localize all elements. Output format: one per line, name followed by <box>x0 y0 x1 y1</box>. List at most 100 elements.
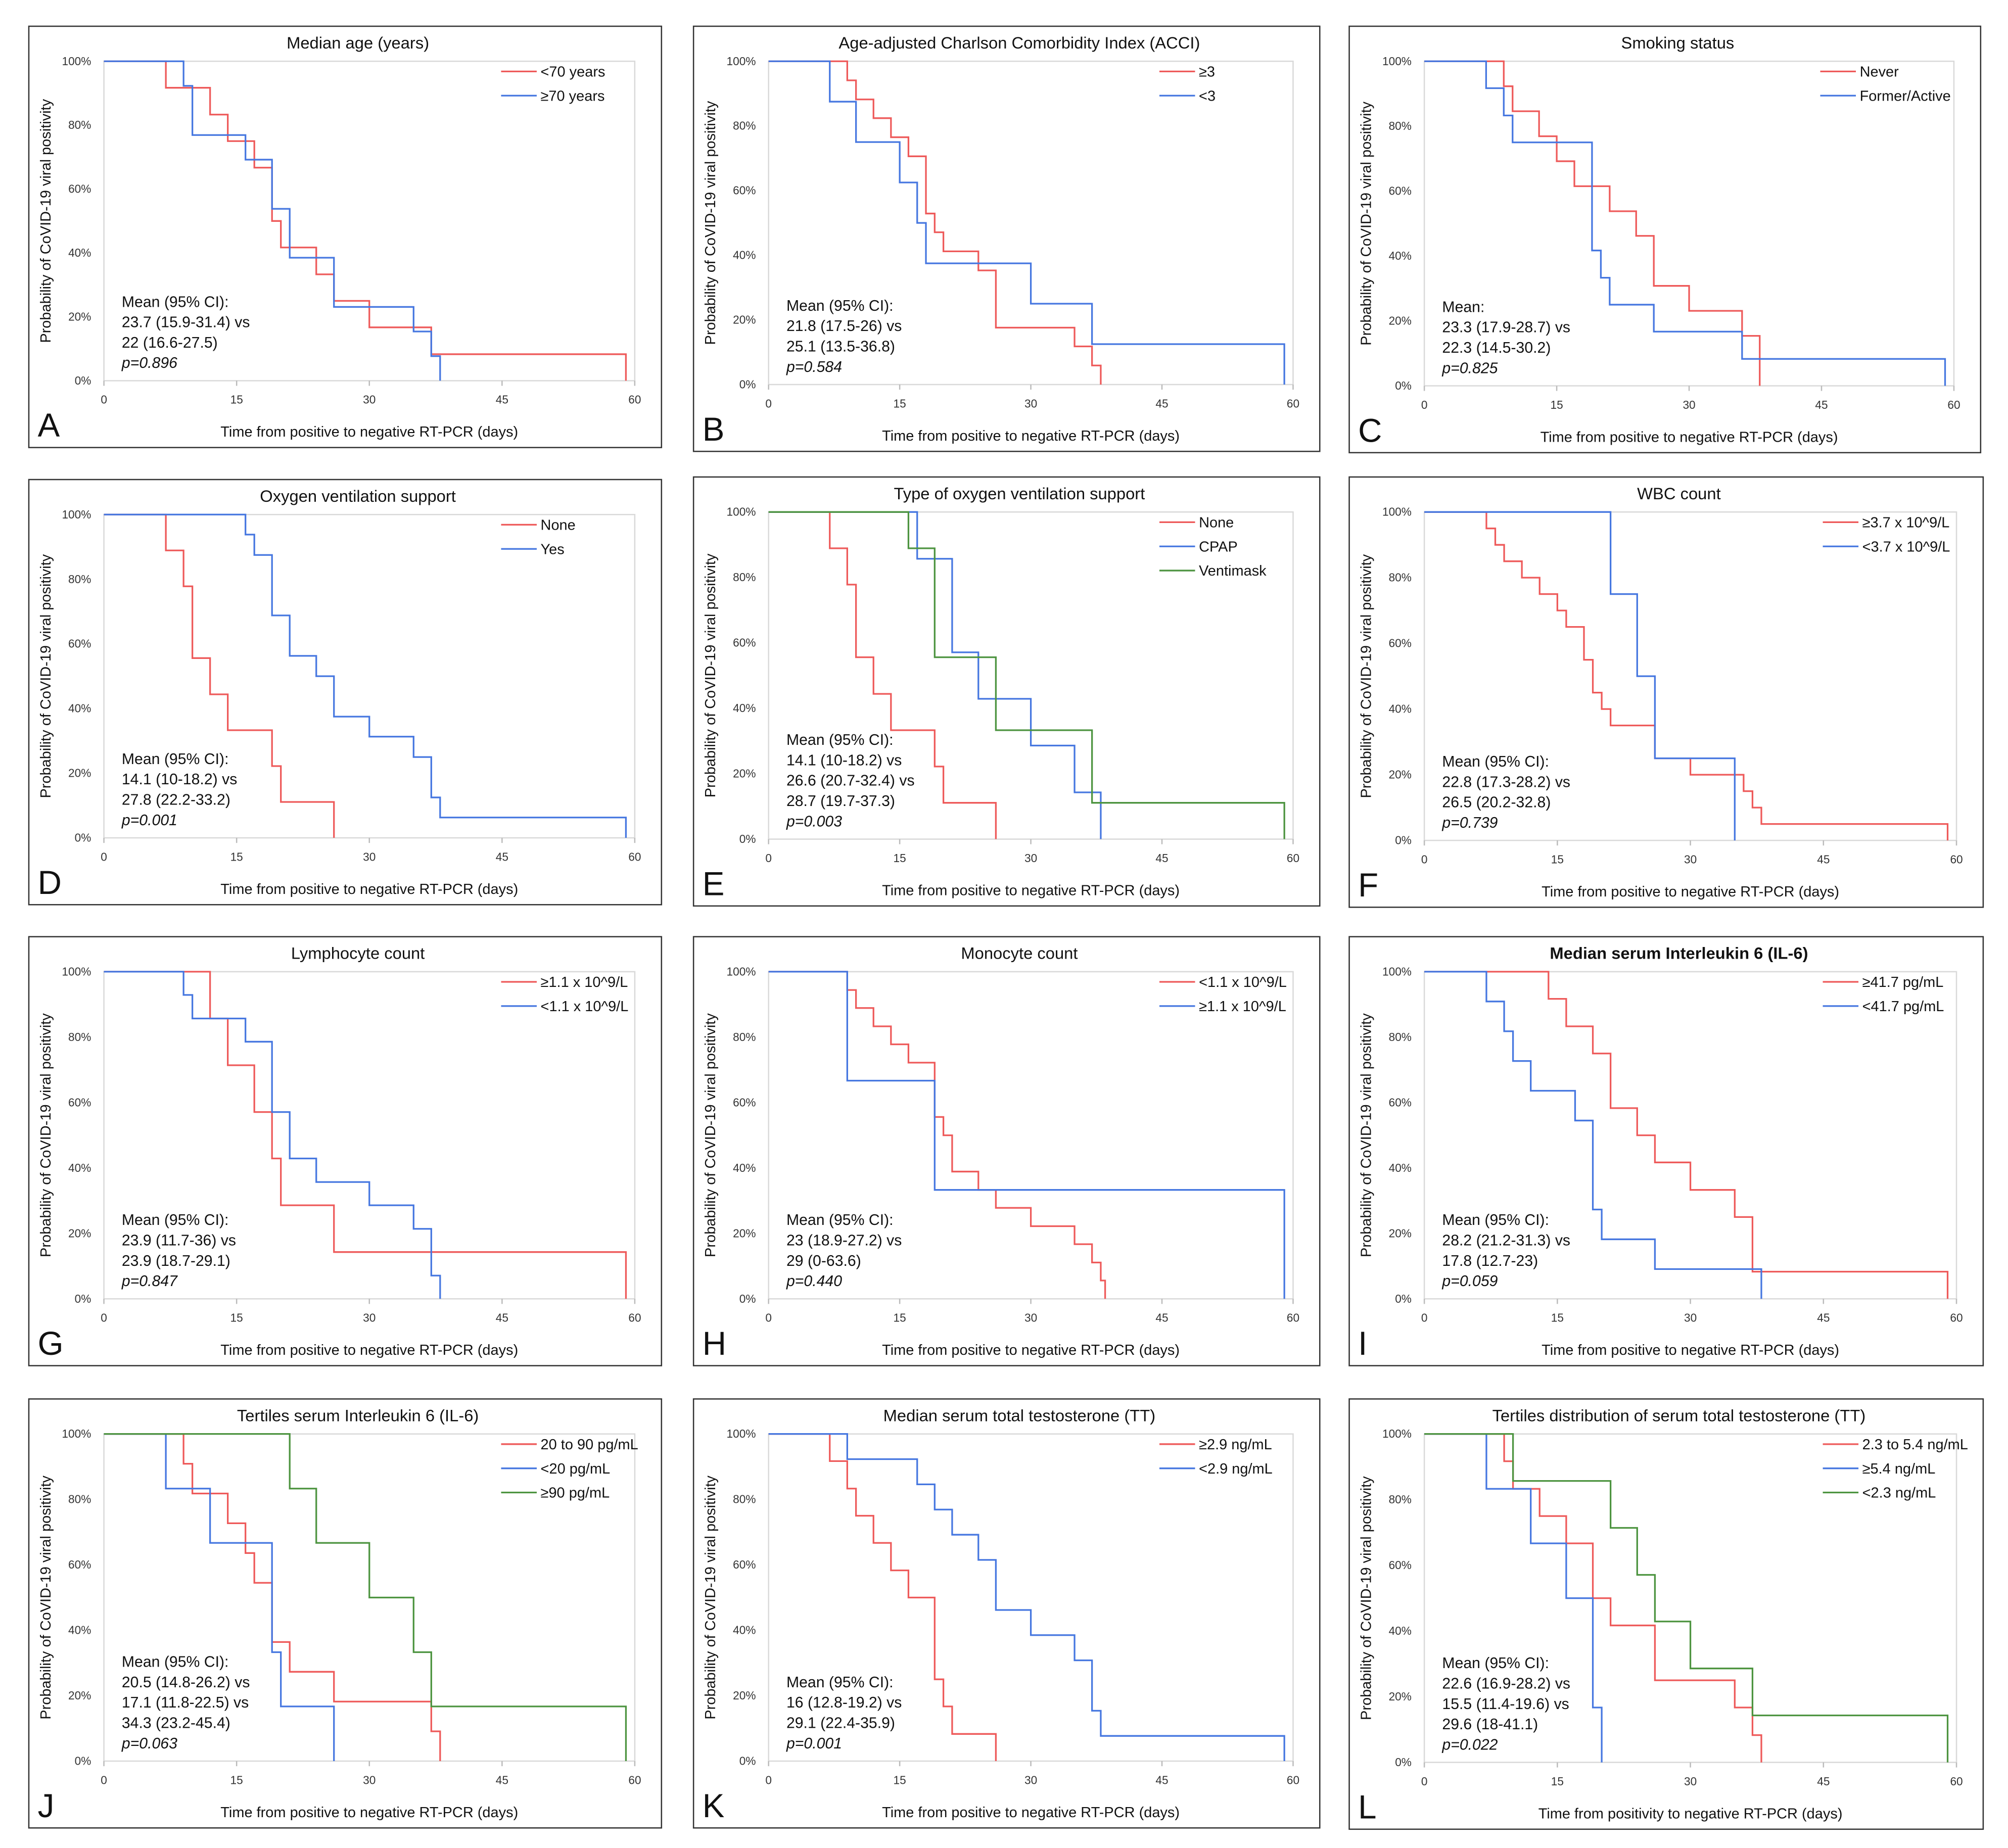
km-curve-2 <box>104 60 441 381</box>
x-tick-label: 15 <box>894 851 906 865</box>
chart-title: WBC count <box>1637 484 1721 503</box>
x-tick-label: 45 <box>496 1773 508 1786</box>
legend-label: 20 to 90 pg/mL <box>541 1437 638 1453</box>
x-tick-label: 45 <box>1155 1311 1168 1324</box>
y-tick-label: 80% <box>68 1030 91 1044</box>
legend-label: 2.3 to 5.4 ng/mL <box>1862 1437 1968 1453</box>
km-chart: 0% 20% 40% 60% 80% 100% 0 15 30 45 60 WBC count Time… <box>1358 484 1963 904</box>
x-tick-label: 0 <box>765 397 772 410</box>
plot-area <box>103 1433 636 1762</box>
plot-area <box>103 971 636 1300</box>
legend-label: ≥5.4 ng/mL <box>1862 1461 1936 1477</box>
mean-ci-annotation: Mean: <box>1442 299 1484 315</box>
mean-ci-annotation: 29.6 (18-41.1) <box>1442 1716 1538 1733</box>
mean-ci-annotation: 14.1 (10-18.2) vs <box>122 771 237 788</box>
mean-ci-annotation: 34.3 (23.2-45.4) <box>122 1715 230 1732</box>
y-tick-label: 100% <box>62 55 91 68</box>
y-tick-label: 60% <box>733 1558 756 1571</box>
x-axis-label: Time from positive to negative RT-PCR (d… <box>882 1342 1180 1358</box>
legend-label: ≥3 <box>1199 64 1215 80</box>
km-curve-2 <box>1424 60 1946 386</box>
legend-label: <70 years <box>541 64 605 80</box>
mean-ci-annotation: 22 (16.6-27.5) <box>122 335 218 351</box>
x-tick-label: 30 <box>363 1311 376 1324</box>
mean-ci-annotation: p=0.001 <box>121 812 177 829</box>
x-tick-label: 15 <box>230 1311 243 1324</box>
legend-label: ≥70 years <box>541 88 605 104</box>
y-tick-label: 0% <box>75 1755 91 1768</box>
y-tick-label: 100% <box>727 1427 756 1440</box>
mean-ci-annotation: 26.5 (20.2-32.8) <box>1442 794 1551 811</box>
y-tick-label: 60% <box>1389 637 1412 650</box>
y-tick-label: 0% <box>739 1292 756 1305</box>
panel-j: 0% 20% 40% 60% 80% 100% 0 15 30 45 60 Tertiles seru… <box>28 1398 663 1829</box>
y-tick-label: 0% <box>75 1292 91 1305</box>
y-tick-label: 100% <box>1382 1427 1412 1440</box>
km-curve-1 <box>768 1433 997 1762</box>
y-tick-label: 40% <box>1389 702 1412 716</box>
mean-ci-annotation: 23.9 (11.7-36) vs <box>122 1232 236 1249</box>
y-tick-label: 80% <box>1389 1030 1412 1044</box>
km-curve-1 <box>1424 60 1761 386</box>
mean-ci-annotation: p=0.896 <box>121 355 177 371</box>
panel-f: 0% 20% 40% 60% 80% 100% 0 15 30 45 60 WBC count Time… <box>1348 476 1984 908</box>
y-tick-label: 80% <box>68 1493 91 1506</box>
km-curve-1 <box>104 513 335 838</box>
mean-ci-annotation: Mean (95% CI): <box>122 1212 229 1228</box>
x-tick-label: 0 <box>765 1311 772 1324</box>
y-tick-label: 20% <box>733 1689 756 1702</box>
y-axis-label: Probability of CoVID-19 viral positivity <box>38 99 54 343</box>
x-tick-label: 0 <box>101 1311 107 1324</box>
km-curve-1 <box>104 60 627 381</box>
x-tick-label: 45 <box>496 1311 508 1324</box>
legend-label: <20 pg/mL <box>541 1461 611 1477</box>
km-curve-2 <box>1424 971 1762 1299</box>
chart-title: Tertiles serum Interleukin 6 (IL-6) <box>237 1406 479 1425</box>
x-tick-label: 45 <box>1815 398 1828 411</box>
x-axis-label: Time from positive to negative RT-PCR (d… <box>1540 429 1838 445</box>
mean-ci-annotation: 22.8 (17.3-28.2) vs <box>1442 774 1570 790</box>
x-tick-label: 45 <box>496 393 508 406</box>
chart-title: Median serum Interleukin 6 (IL-6) <box>1550 944 1808 963</box>
x-tick-label: 60 <box>1287 851 1299 865</box>
km-curve-2 <box>1424 1433 1603 1763</box>
legend-label: <1.1 x 10^9/L <box>1199 974 1287 990</box>
mean-ci-annotation: p=0.440 <box>786 1273 842 1290</box>
mean-ci-annotation: 22.6 (16.9-28.2) vs <box>1442 1675 1570 1692</box>
legend-label: Ventimask <box>1199 563 1267 579</box>
panel-h: 0% 20% 40% 60% 80% 100% 0 15 30 45 60 Monocyte coun… <box>692 936 1321 1366</box>
y-tick-label: 20% <box>68 1689 91 1702</box>
x-tick-label: 15 <box>230 1773 243 1786</box>
km-chart: 0% 20% 40% 60% 80% 100% 0 15 30 45 60 Tertiles seru… <box>38 1406 641 1824</box>
y-tick-label: 60% <box>68 1096 91 1109</box>
x-tick-label: 45 <box>1155 851 1168 865</box>
mean-ci-annotation: Mean (95% CI): <box>786 298 894 314</box>
y-tick-label: 20% <box>1389 314 1412 327</box>
plot-area <box>103 60 636 382</box>
mean-ci-annotation: p=0.063 <box>121 1735 177 1752</box>
y-tick-label: 60% <box>733 184 756 197</box>
x-tick-label: 15 <box>1550 398 1563 411</box>
panel-l: 0% 20% 40% 60% 80% 100% 0 15 30 45 60 Tertiles dist… <box>1348 1398 1984 1830</box>
y-tick-label: 40% <box>733 701 756 715</box>
km-curve-2 <box>768 511 1102 839</box>
y-tick-label: 0% <box>739 832 756 845</box>
chart-title: Smoking status <box>1621 33 1734 52</box>
legend-label: <2.3 ng/mL <box>1862 1485 1936 1501</box>
legend-label: None <box>541 517 576 533</box>
km-curve-2 <box>104 971 441 1299</box>
x-axis-label: Time from positive to negative RT-PCR (d… <box>882 428 1180 444</box>
y-tick-label: 20% <box>68 310 91 323</box>
y-tick-label: 0% <box>739 378 756 391</box>
km-curve-2 <box>768 971 1285 1299</box>
km-curve-1 <box>768 971 1106 1299</box>
x-tick-label: 30 <box>1024 1311 1037 1324</box>
panel-b: 0% 20% 40% 60% 80% 100% 0 15 30 45 60 Age-adjusted … <box>692 25 1321 452</box>
y-tick-label: 40% <box>1389 1624 1412 1637</box>
km-curve-2 <box>104 1433 335 1762</box>
y-tick-label: 40% <box>733 249 756 262</box>
y-axis-label: Probability of CoVID-19 viral positivity <box>1358 1013 1374 1257</box>
mean-ci-annotation: 28.7 (19.7-37.3) <box>786 793 895 810</box>
x-tick-label: 15 <box>894 1311 906 1324</box>
mean-ci-annotation: 17.1 (11.8-22.5) vs <box>122 1694 249 1711</box>
